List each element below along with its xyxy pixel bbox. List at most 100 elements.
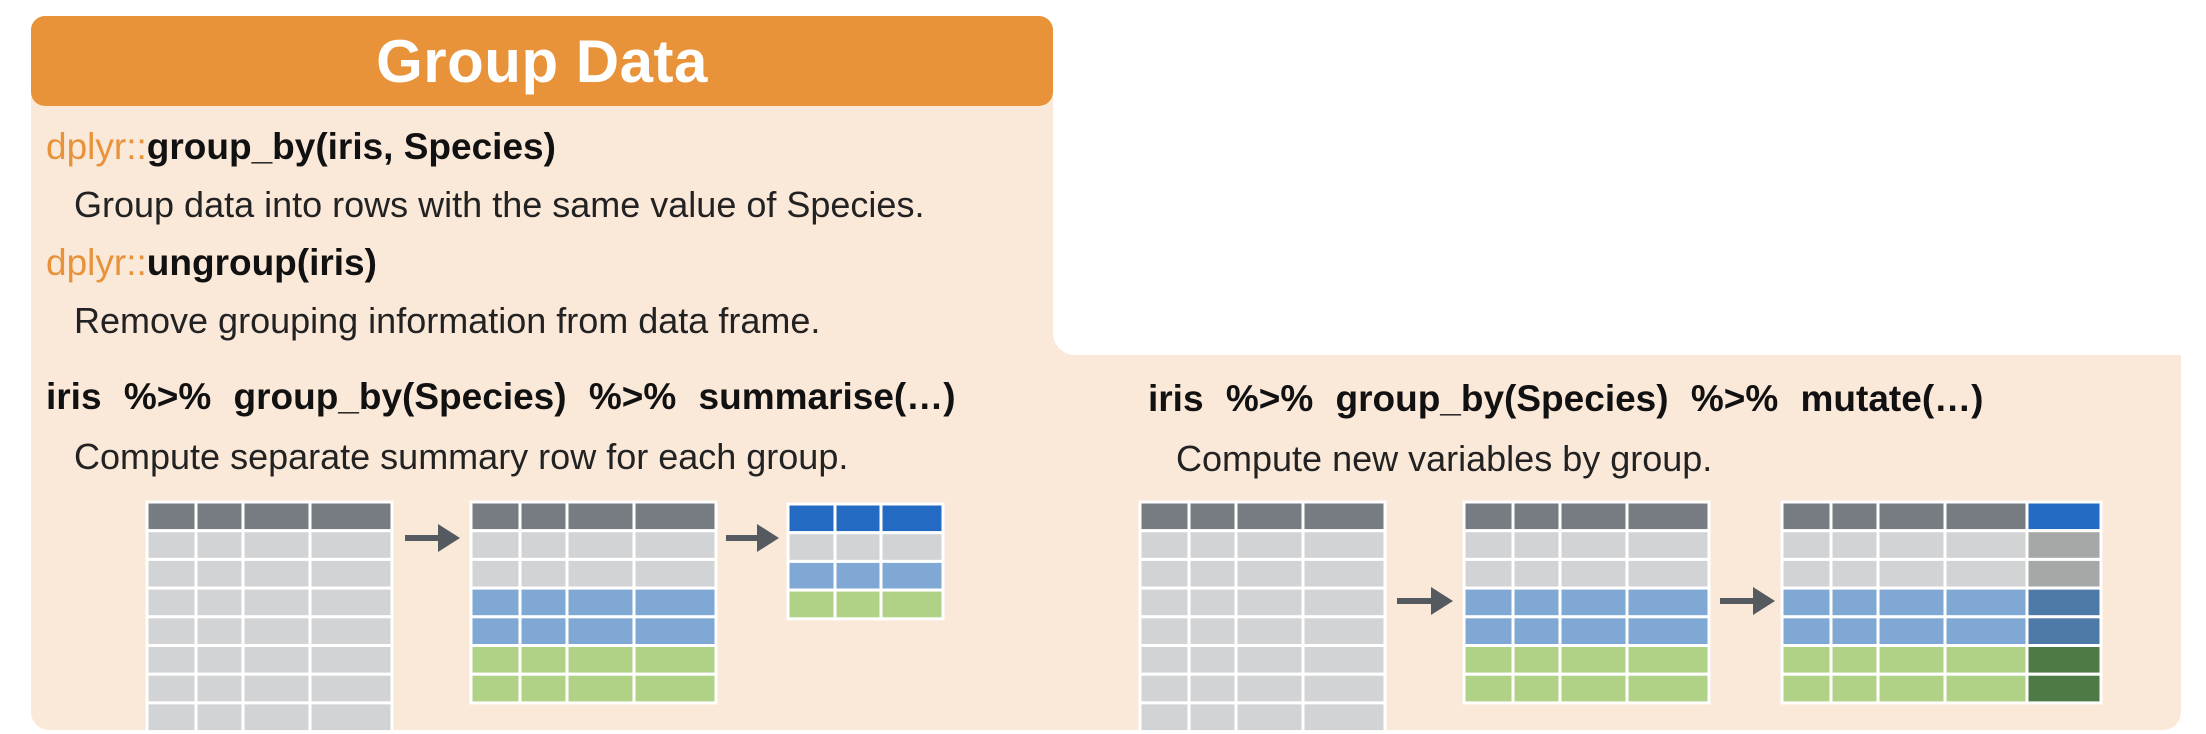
table-header-cell <box>1625 500 1711 533</box>
table-header-cell <box>786 502 837 535</box>
table-header-cell <box>879 502 945 535</box>
table-cell <box>1138 644 1191 676</box>
table-header-cell <box>241 500 312 533</box>
table-cell <box>469 615 522 647</box>
example-summarise-description: Compute separate summary row for each gr… <box>74 436 849 477</box>
table-cell <box>145 615 198 647</box>
table-cell <box>1511 529 1562 561</box>
panel-notch-cover <box>1053 305 1113 355</box>
table-cell <box>1462 586 1515 619</box>
table-cell <box>1511 615 1562 647</box>
table-cell <box>145 701 198 734</box>
table-cell <box>1943 557 2029 590</box>
function-ungroup: dplyr::ungroup(iris) <box>46 242 377 284</box>
table-cell <box>1780 615 1833 647</box>
arrow-head <box>1431 587 1453 615</box>
table-cell <box>1301 529 1387 561</box>
table-cell <box>1234 586 1305 619</box>
table-cell <box>1829 644 1880 676</box>
table-cell <box>1625 529 1711 561</box>
table-cell <box>518 672 569 705</box>
table-cell <box>308 672 394 705</box>
table-header-cell <box>1829 500 1880 533</box>
table-cell <box>1187 701 1238 734</box>
table-cell <box>1625 615 1711 647</box>
table-cell <box>565 672 636 705</box>
table-cell <box>786 559 837 592</box>
table-cell <box>241 615 312 647</box>
table-cell <box>1876 586 1947 619</box>
table-cell <box>2025 644 2103 676</box>
table-header-cell <box>2025 500 2103 533</box>
table-cell <box>1625 557 1711 590</box>
table-cell <box>145 672 198 705</box>
table-cell <box>518 615 569 647</box>
table-header-cell <box>518 500 569 533</box>
table-cell <box>2025 615 2103 647</box>
table-cell <box>194 529 245 561</box>
table-cell <box>1301 672 1387 705</box>
table-cell <box>1462 644 1515 676</box>
arrow-icon <box>1720 587 1775 615</box>
table-cell <box>833 588 883 621</box>
table-cell <box>565 644 636 676</box>
arrow-icon <box>405 524 460 552</box>
function-description: Remove grouping information from data fr… <box>74 300 821 341</box>
summary-table <box>786 502 945 621</box>
example-mutate-description: Compute new variables by group. <box>1176 438 1713 479</box>
table-cell <box>1138 615 1191 647</box>
table-cell <box>145 529 198 561</box>
table-cell <box>632 557 718 590</box>
table-cell <box>1301 557 1387 590</box>
table-cell <box>1301 701 1387 734</box>
table-cell <box>518 586 569 619</box>
table-cell <box>786 588 837 621</box>
table-cell <box>1138 672 1191 705</box>
table-cell <box>194 672 245 705</box>
table-cell <box>241 644 312 676</box>
table-cell <box>1511 672 1562 705</box>
arrow-head <box>1753 587 1775 615</box>
table-cell <box>308 644 394 676</box>
function-call: ungroup(iris) <box>146 242 377 283</box>
table-cell <box>1943 529 2029 561</box>
table-cell <box>194 615 245 647</box>
arrow-head <box>438 524 460 552</box>
table-cell <box>833 531 883 563</box>
table-cell <box>308 529 394 561</box>
table-cell <box>1234 615 1305 647</box>
table-cell <box>469 586 522 619</box>
table-cell <box>1943 586 2029 619</box>
table-header-cell <box>145 500 198 533</box>
table-cell <box>1511 586 1562 619</box>
table-cell <box>1780 557 1833 590</box>
table-cell <box>1234 701 1305 734</box>
table-cell <box>2025 586 2103 619</box>
table-cell <box>241 672 312 705</box>
namespace-prefix: dplyr:: <box>46 126 147 167</box>
table-header-cell <box>1876 500 1947 533</box>
table-cell <box>1138 529 1191 561</box>
table-cell <box>469 672 522 705</box>
table-cell <box>1780 586 1833 619</box>
table-header-cell <box>1511 500 1562 533</box>
table-cell <box>145 586 198 619</box>
table-cell <box>469 529 522 561</box>
table-cell <box>1943 672 2029 705</box>
table-cell <box>1558 529 1629 561</box>
table-cell <box>1876 615 1947 647</box>
arrow-head <box>757 524 779 552</box>
table-cell <box>1876 557 1947 590</box>
table-cell <box>1462 615 1515 647</box>
mutated-table <box>1780 500 2103 705</box>
table-cell <box>1829 615 1880 647</box>
function-description: Group data into rows with the same value… <box>74 184 925 225</box>
table-header-cell <box>1558 500 1629 533</box>
table-cell <box>879 559 945 592</box>
table-cell <box>1234 672 1305 705</box>
table-cell <box>1511 557 1562 590</box>
table-cell <box>1187 586 1238 619</box>
table-cell <box>1187 529 1238 561</box>
table-cell <box>308 586 394 619</box>
